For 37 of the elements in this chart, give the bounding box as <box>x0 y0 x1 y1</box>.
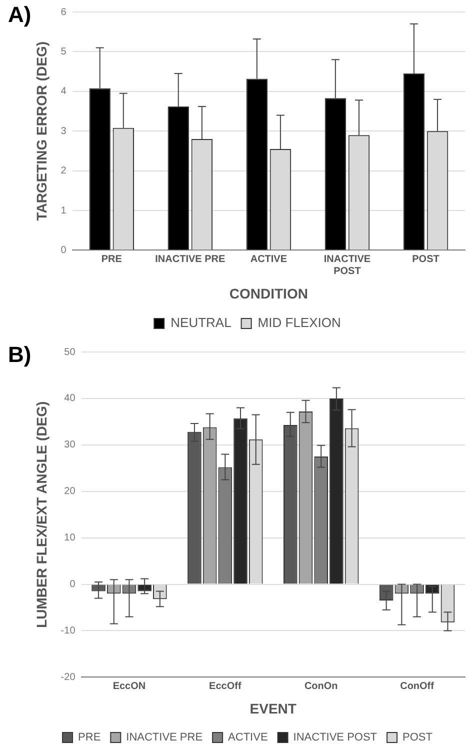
x-tick-label: PRE <box>101 254 122 265</box>
x-tick-label: INACTIVE POST <box>324 254 371 277</box>
y-tick-label: 40 <box>64 393 76 404</box>
legend-label: POST <box>402 732 433 744</box>
y-tick-label: 6 <box>60 6 67 18</box>
x-tick-label: INACTIVE PRE <box>155 254 226 265</box>
y-axis-title: LUMBER FLEX/EXT ANGLE (DEG) <box>33 401 50 628</box>
legend-label: MID FLEXION <box>258 315 341 330</box>
y-tick-label: 3 <box>60 126 67 137</box>
y-tick-label: 20 <box>64 486 76 498</box>
x-tick-label: ConOff <box>400 680 435 692</box>
y-tick-label: -10 <box>60 625 76 636</box>
legend-label: PRE <box>78 732 101 744</box>
y-tick-label: 10 <box>64 532 76 544</box>
y-tick-label: 5 <box>60 46 67 58</box>
y-tick-label: 0 <box>70 579 76 590</box>
x-axis-title: CONDITION <box>229 285 308 302</box>
y-tick-label: 0 <box>60 244 67 256</box>
x-axis-title: EVENT <box>250 700 297 716</box>
legend-label: NEUTRAL <box>170 315 232 330</box>
y-tick-label: 2 <box>60 166 67 177</box>
legend-label: INACTIVE PRE <box>126 732 203 744</box>
x-tick-label: ACTIVE <box>250 254 288 265</box>
x-tick-label: EccON <box>112 680 146 692</box>
y-tick-label: 1 <box>60 205 67 216</box>
y-tick-label: 30 <box>64 440 76 451</box>
legend-label: ACTIVE <box>228 732 268 744</box>
chart-title: B) <box>8 342 32 368</box>
y-tick-label: -20 <box>60 672 76 683</box>
legend-label: INACTIVE POST <box>293 732 378 744</box>
y-tick-label: 4 <box>60 86 67 98</box>
x-tick-label: POST <box>412 254 440 265</box>
y-axis-title: TARGETING ERROR (DEG) <box>33 41 50 221</box>
x-tick-label: ConOn <box>304 680 338 692</box>
x-tick-label: EccOff <box>209 680 242 692</box>
y-tick-label: 50 <box>64 346 76 358</box>
chart-title: A) <box>8 2 32 28</box>
